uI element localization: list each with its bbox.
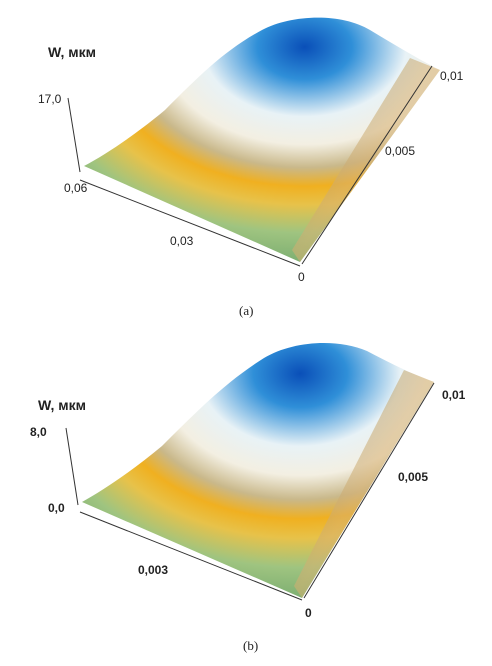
caption: (a) (239, 303, 253, 318)
surface-a (84, 17, 440, 263)
y-tick-label: 0,005 (398, 470, 428, 484)
y-tick-label: 0,005 (385, 144, 415, 158)
z-axis-label: W, мкм (48, 44, 96, 60)
x-tick-label: 0 (305, 606, 312, 620)
axes-b (65, 382, 435, 601)
z-tick-label: 17,0 (38, 92, 62, 106)
y-tick-label: 0,01 (442, 388, 466, 402)
y-tick-label: 0,01 (440, 69, 464, 83)
z-axis-label: W, мкм (38, 397, 86, 413)
z-tick-label: 0,0 (48, 501, 65, 515)
x-tick-label: 0,03 (170, 234, 194, 248)
x-tick-label: 0,003 (138, 563, 168, 577)
x-tick-label: 0 (298, 270, 305, 284)
caption: (b) (243, 638, 258, 653)
axes-a (67, 65, 433, 267)
x-tick-label: 0,06 (64, 181, 88, 195)
z-tick-label: 8,0 (30, 425, 47, 439)
surface-b (82, 342, 434, 598)
